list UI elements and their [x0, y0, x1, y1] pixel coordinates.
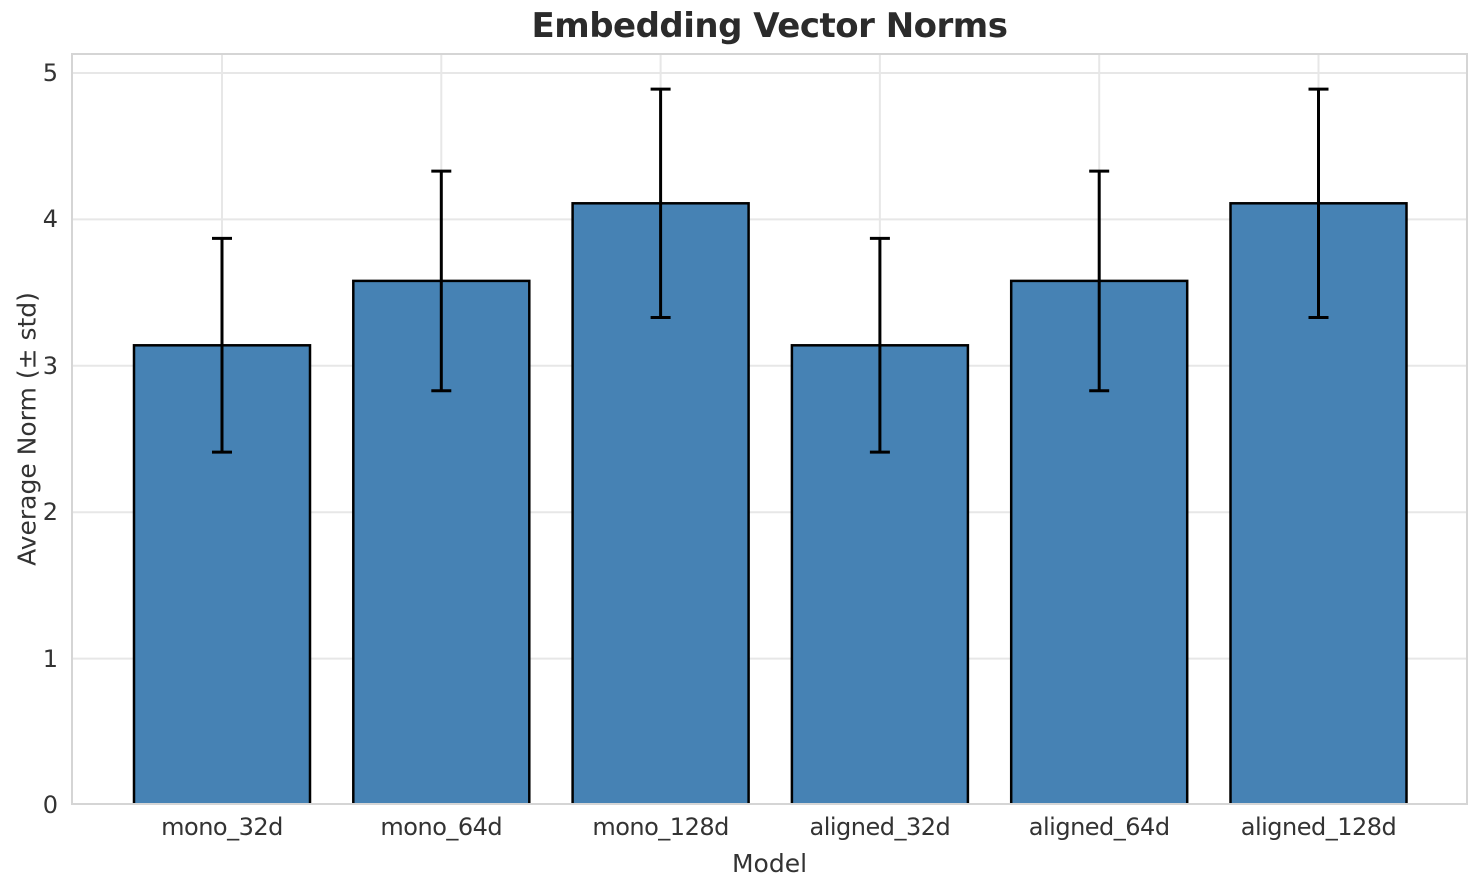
x-tick-label: aligned_128d — [1240, 813, 1397, 841]
x-tick-label: mono_64d — [380, 813, 503, 841]
y-tick-label: 3 — [42, 351, 58, 380]
plot-border — [71, 53, 1468, 805]
x-tick-label: aligned_64d — [1028, 813, 1170, 841]
y-axis-label: Average Norm (± std) — [12, 292, 42, 566]
y-tick-label: 1 — [42, 644, 58, 673]
x-axis-label: Model — [731, 849, 808, 878]
y-tick-label: 5 — [42, 59, 58, 87]
y-tick-label: 4 — [42, 205, 58, 234]
plot-area — [71, 53, 1468, 805]
x-tick-label: aligned_32d — [809, 813, 951, 841]
y-tick-label: 0 — [42, 791, 58, 819]
chart-title: Embedding Vector Norms — [531, 6, 1008, 46]
y-tick-label: 2 — [42, 498, 58, 527]
bar-chart-svg — [71, 53, 1468, 805]
x-tick-label: mono_128d — [592, 813, 729, 841]
x-tick-label: mono_32d — [161, 813, 283, 841]
